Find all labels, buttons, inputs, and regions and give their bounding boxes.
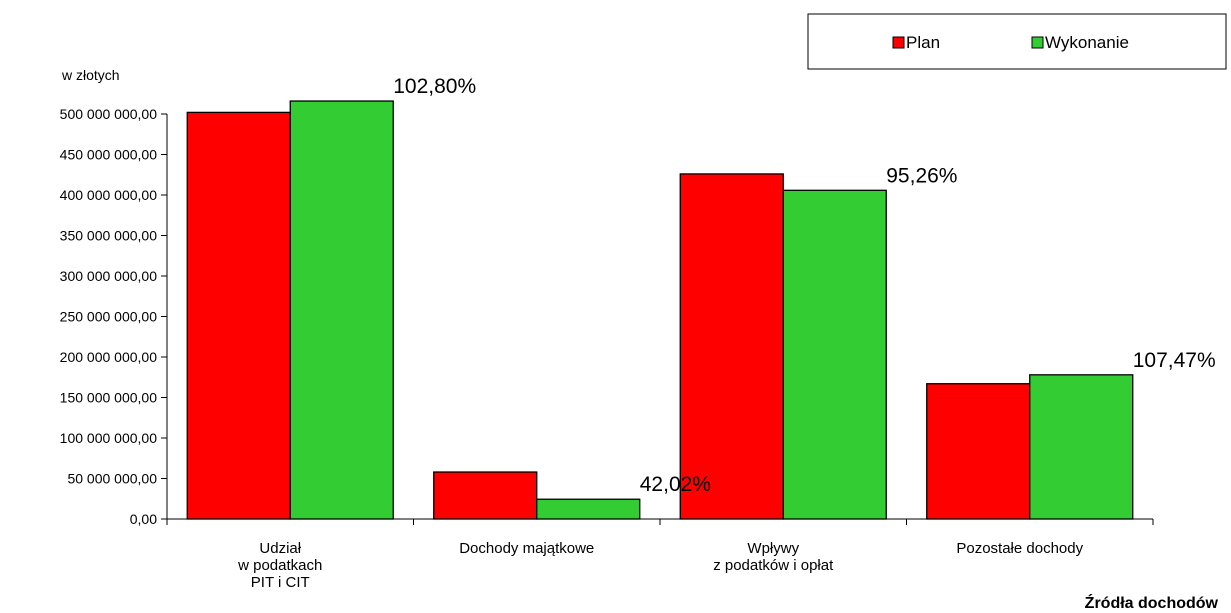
category-label: Dochody majątkowe xyxy=(459,540,594,557)
y-axis-unit-label: w złotych xyxy=(61,67,120,83)
category-label-line: PIT i CIT xyxy=(251,574,310,591)
bars xyxy=(186,100,1134,520)
category-label: Wpływy z podatków i opłat xyxy=(713,540,834,574)
bar-wykonanie-2 xyxy=(782,189,887,520)
category-label: Udział w podatkach PIT i CIT xyxy=(237,540,322,591)
bar-wykonanie-1 xyxy=(536,498,641,520)
y-tick-label: 350 000 000,00 xyxy=(60,228,158,244)
y-tick-label: 200 000 000,00 xyxy=(60,349,158,365)
y-axis-ticks: 0,00 50 000 000,00 100 000 000,00 150 000 0… xyxy=(60,106,167,527)
category-labels: Udział w podatkach PIT i CIT Dochody majątk… xyxy=(237,540,1083,591)
bar-plan-0 xyxy=(186,111,291,520)
legend-label: Plan xyxy=(906,33,940,52)
category-label-line: Udział xyxy=(259,540,301,557)
category-label: Pozostałe dochody xyxy=(956,540,1083,557)
legend: Plan Wykonanie xyxy=(807,13,1227,70)
data-labels: 102,80% 42,02% 95,26% 107,47% xyxy=(393,75,1215,496)
y-tick-label: 300 000 000,00 xyxy=(60,268,158,284)
category-label-line: Dochody majątkowe xyxy=(459,540,594,557)
bar-plan-1 xyxy=(433,471,538,520)
category-label-line: Pozostałe dochody xyxy=(956,540,1083,557)
data-label: 95,26% xyxy=(886,164,957,187)
x-axis-title: Źródła dochodów xyxy=(1085,593,1219,612)
bar-plan-3 xyxy=(926,383,1031,520)
y-tick-label: 50 000 000,00 xyxy=(67,471,157,487)
y-tick-label: 150 000 000,00 xyxy=(60,390,158,406)
y-tick-label: 100 000 000,00 xyxy=(60,430,158,446)
y-tick-label: 450 000 000,00 xyxy=(60,147,158,163)
data-label: 107,47% xyxy=(1133,349,1216,372)
legend-swatch-wykonanie xyxy=(1031,36,1044,49)
bar-plan-2 xyxy=(679,173,784,520)
category-label-line: z podatków i opłat xyxy=(713,557,834,574)
y-tick-label: 250 000 000,00 xyxy=(60,309,158,325)
y-tick-label: 500 000 000,00 xyxy=(60,106,158,122)
legend-label: Wykonanie xyxy=(1045,33,1129,52)
y-tick-label: 400 000 000,00 xyxy=(60,187,158,203)
category-label-line: w podatkach xyxy=(237,557,322,574)
data-label: 102,80% xyxy=(393,75,476,98)
legend-box xyxy=(807,13,1227,70)
category-label-line: Wpływy xyxy=(747,540,799,557)
data-label: 42,02% xyxy=(640,473,711,496)
y-tick-label: 0,00 xyxy=(130,511,157,527)
bar-wykonanie-0 xyxy=(289,100,394,520)
x-axis-ticks xyxy=(166,519,1154,525)
legend-swatch-plan xyxy=(892,36,905,49)
bar-wykonanie-3 xyxy=(1029,374,1134,520)
